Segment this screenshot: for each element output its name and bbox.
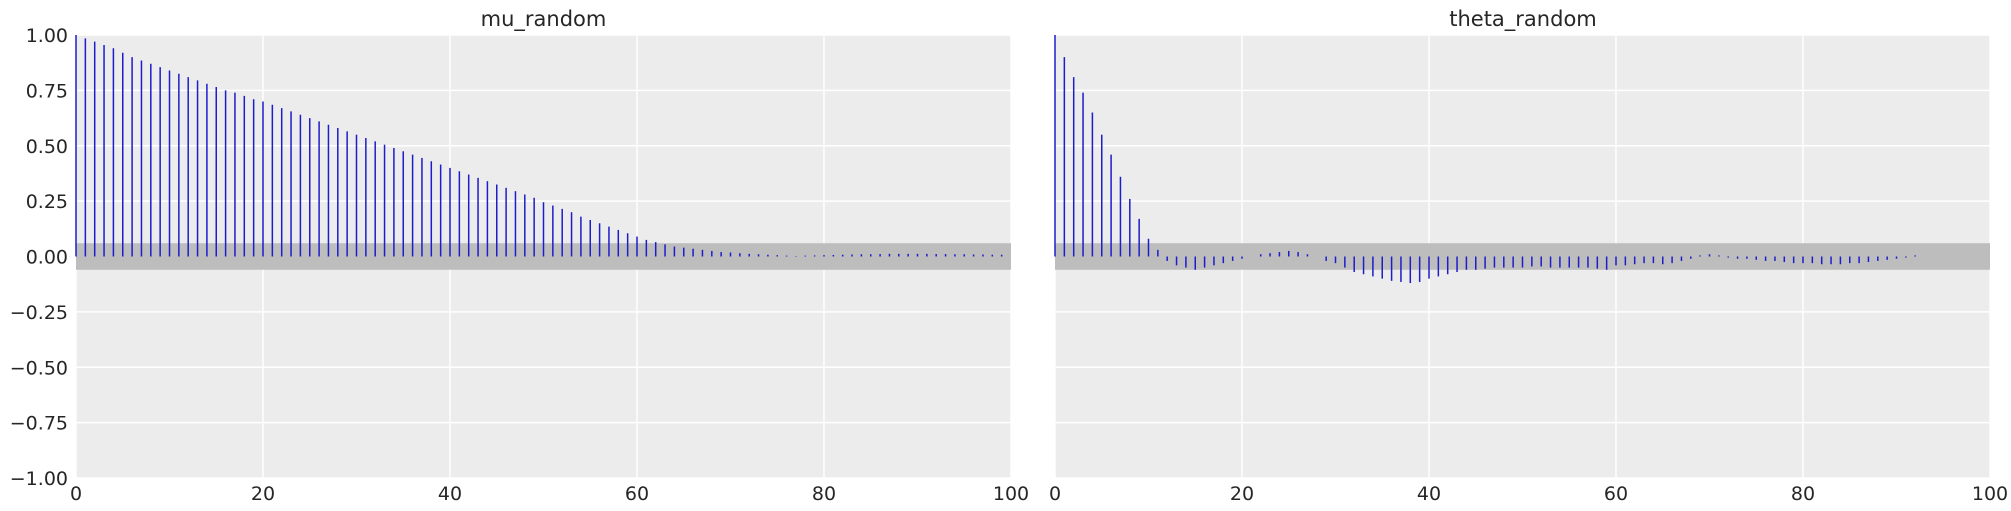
panel-mu-random: mu_random 0 20 40 60 80 100 1.00 0.75 0.50 0.25 0.… <box>10 7 1029 505</box>
y-tick-label: −0.50 <box>10 357 68 379</box>
x-tick-label: 20 <box>1230 483 1254 505</box>
x-tick-label: 80 <box>812 483 836 505</box>
x-tick-label: 60 <box>625 483 649 505</box>
panel-title-mu-random: mu_random <box>481 7 607 32</box>
panel-title-theta-random: theta_random <box>1449 7 1597 32</box>
y-tick-label: −0.75 <box>10 413 68 435</box>
y-tick-label: 0.50 <box>26 136 68 158</box>
x-tick-label: 20 <box>251 483 275 505</box>
y-tick-label: 0.00 <box>26 247 68 269</box>
y-tick-label: −0.25 <box>10 302 68 324</box>
plot-area-theta-random: 0 20 40 60 80 100 <box>1049 34 2008 505</box>
x-tick-label: 100 <box>993 483 1029 505</box>
y-tick-label: 0.75 <box>26 80 68 102</box>
panel-theta-random: theta_random 0 20 40 60 80 100 <box>1049 7 2008 505</box>
x-tick-label: 40 <box>438 483 462 505</box>
y-tick-label: −1.00 <box>10 468 68 490</box>
plot-area-mu-random: 0 20 40 60 80 100 1.00 0.75 0.50 0.25 0.00 −0.25 −0.… <box>10 25 1029 505</box>
y-tick-label: 0.25 <box>26 191 68 213</box>
x-tick-label: 80 <box>1791 483 1815 505</box>
y-tick-label: 1.00 <box>26 25 68 47</box>
x-tick-label: 0 <box>1049 483 1061 505</box>
x-tick-label: 60 <box>1604 483 1628 505</box>
x-tick-label: 100 <box>1972 483 2008 505</box>
x-tick-label: 40 <box>1417 483 1441 505</box>
x-tick-label: 0 <box>70 483 82 505</box>
